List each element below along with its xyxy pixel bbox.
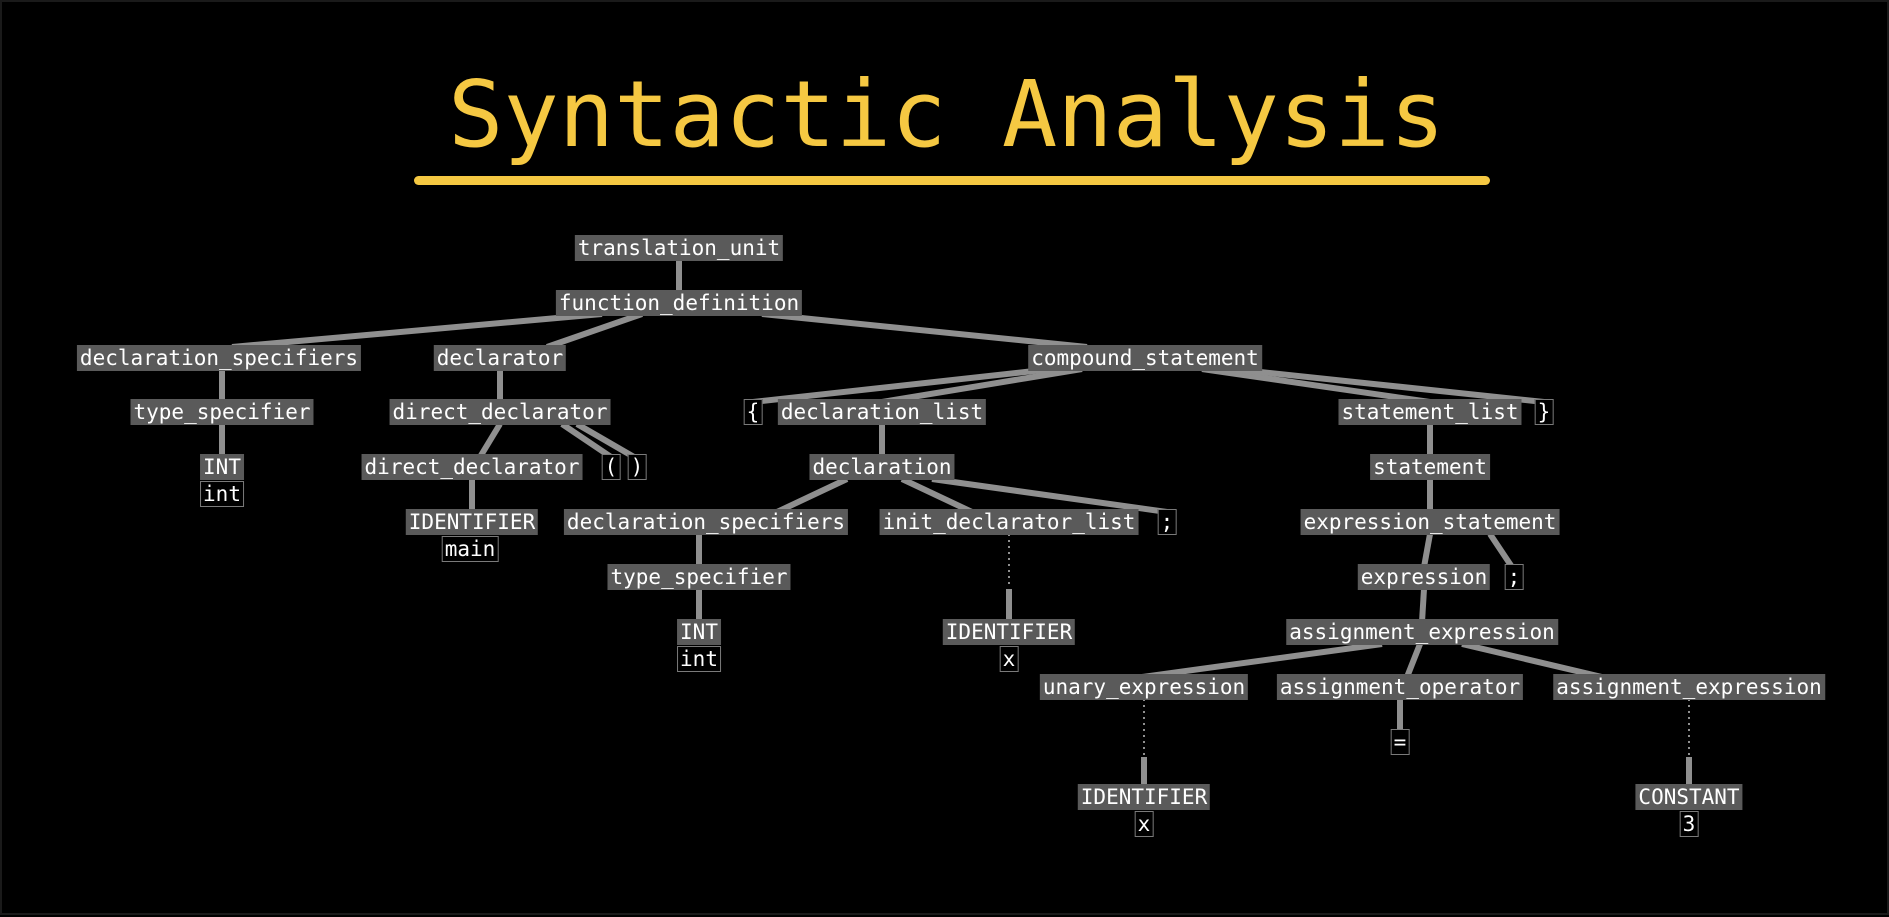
lexeme-x-2: x xyxy=(1134,811,1154,837)
lexeme-constant: 3 xyxy=(1679,811,1699,837)
token-semicolon-2: ; xyxy=(1504,564,1524,590)
edge xyxy=(1487,532,1515,569)
lexeme-main: main xyxy=(441,536,499,562)
edge xyxy=(761,311,1088,350)
lexeme-int-2: int xyxy=(677,646,721,672)
edge xyxy=(1141,641,1383,680)
edge xyxy=(546,311,643,350)
page-title: Syntactic Analysis xyxy=(448,61,1445,168)
token-left-brace: { xyxy=(743,399,763,425)
edge xyxy=(1421,533,1433,568)
node-init-declarator-list: init_declarator_list xyxy=(879,509,1139,535)
edge xyxy=(1201,366,1431,405)
node-identifier-main: IDENTIFIER xyxy=(405,509,539,535)
token-right-paren: ) xyxy=(627,454,647,480)
node-assignment-expression-2: assignment_expression xyxy=(1553,674,1825,700)
node-assignment-operator: assignment_operator xyxy=(1276,674,1524,700)
node-identifier-x-2: IDENTIFIER xyxy=(1077,784,1211,810)
node-function-definition: function_definition xyxy=(555,290,803,316)
token-right-brace: } xyxy=(1534,399,1554,425)
edge xyxy=(900,476,974,515)
node-type-specifier-2: type_specifier xyxy=(607,564,791,590)
node-direct-declarator: direct_declarator xyxy=(389,399,611,425)
edge xyxy=(477,422,503,459)
node-declarator: declarator xyxy=(433,345,567,371)
edge xyxy=(775,476,849,515)
token-left-paren: ( xyxy=(601,454,621,480)
node-declaration: declaration xyxy=(809,454,955,480)
edge xyxy=(575,421,636,460)
token-semicolon: ; xyxy=(1157,509,1177,535)
edge xyxy=(1404,642,1423,679)
node-statement: statement xyxy=(1370,454,1490,480)
edge xyxy=(231,311,603,350)
node-unary-expression: unary_expression xyxy=(1039,674,1249,700)
node-declaration-specifiers-2: declaration_specifiers xyxy=(563,509,849,535)
node-direct-declarator-inner: direct_declarator xyxy=(361,454,583,480)
edge xyxy=(1419,588,1427,623)
node-statement-list: statement_list xyxy=(1338,399,1522,425)
node-compound-statement: compound_statement xyxy=(1028,345,1262,371)
lexeme-x: x xyxy=(999,646,1019,672)
edge xyxy=(1461,641,1603,680)
node-assignment-expression: assignment_expression xyxy=(1286,619,1558,645)
edge xyxy=(931,476,1168,515)
node-type-specifier: type_specifier xyxy=(130,399,314,425)
lexeme-int: int xyxy=(200,481,244,507)
edge xyxy=(881,366,1083,405)
edge xyxy=(560,421,613,460)
node-expression: expression xyxy=(1357,564,1491,590)
node-declaration-specifiers: declaration_specifiers xyxy=(76,345,362,371)
edge xyxy=(752,366,1053,405)
edge xyxy=(1231,366,1545,405)
title-underline xyxy=(414,176,1490,185)
node-declaration-list: declaration_list xyxy=(777,399,987,425)
token-equals: = xyxy=(1390,729,1410,755)
node-expression-statement: expression_statement xyxy=(1300,509,1560,535)
node-identifier-x: IDENTIFIER xyxy=(942,619,1076,645)
node-int-token-2: INT xyxy=(677,619,721,645)
node-constant: CONSTANT xyxy=(1635,784,1743,810)
node-translation-unit: translation_unit xyxy=(574,235,784,261)
node-int-token: INT xyxy=(200,454,244,480)
